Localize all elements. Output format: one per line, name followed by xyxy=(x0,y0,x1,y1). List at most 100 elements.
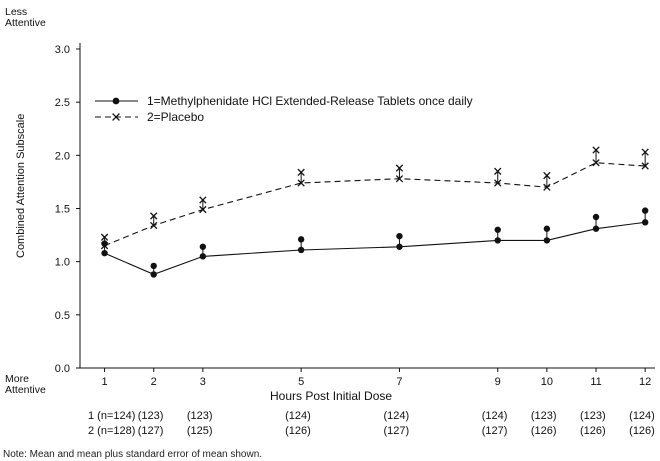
series-1-mean-point xyxy=(297,246,305,254)
series-2-se-point xyxy=(100,233,109,241)
series-2-se-point-stroke-b xyxy=(543,171,551,180)
series-2-se-point xyxy=(199,196,207,204)
series-2-mean-point-stroke-b xyxy=(297,179,305,187)
y-bottom-annotation-line-1: More xyxy=(5,373,29,385)
series-2-mean-point xyxy=(543,183,551,191)
series-2-mean-point xyxy=(494,179,502,187)
series-1-se-point xyxy=(641,207,649,214)
series-1-se-point xyxy=(297,236,305,243)
series-2-mean-point xyxy=(592,159,600,167)
y-tick-label: 1.5 xyxy=(55,204,70,216)
series-2-mean-point-stroke-b xyxy=(100,242,109,250)
x-tick-label: 11 xyxy=(590,376,601,388)
y-top-annotation: Less Attentive xyxy=(5,7,46,29)
series-1-se-point xyxy=(494,226,501,233)
n-table-cell: (123) xyxy=(580,410,606,422)
series-1-line xyxy=(104,221,646,275)
series-2-mean-point xyxy=(100,242,109,250)
series-1-mean-point xyxy=(150,271,157,278)
x-tick-label: 2 xyxy=(151,376,157,388)
x-tick-label: 5 xyxy=(298,376,304,388)
x-tick-label: 3 xyxy=(200,376,206,388)
series-2-se-point xyxy=(494,167,502,175)
x-tick-label: 10 xyxy=(541,376,553,388)
series-2-mean-point-stroke-b xyxy=(494,179,502,187)
series-2-mean-point-stroke-b xyxy=(592,159,600,167)
y-top-annotation-line-2: Attentive xyxy=(5,17,46,29)
n-table-cell: (127) xyxy=(137,425,164,437)
x-tick-label: 1 xyxy=(102,376,108,388)
x-axis-label: Hours Post Initial Dose xyxy=(270,389,393,403)
series-2-mean-point-stroke-b xyxy=(543,183,551,191)
series-1-mean-point xyxy=(101,249,108,257)
series-2-se-point-stroke-b xyxy=(592,146,600,154)
series-2-se-point xyxy=(543,171,551,180)
series-1-se-point xyxy=(396,232,403,240)
series-2-se-point xyxy=(395,164,404,172)
series-2-mean-point-stroke-b xyxy=(395,175,404,183)
n-table-cell: (127) xyxy=(481,425,508,437)
series-2-mean-point-stroke-b xyxy=(641,162,649,170)
series-2-se-point xyxy=(150,212,158,220)
series-2-se-point xyxy=(297,168,305,177)
series-2-se-point-stroke-b xyxy=(199,196,207,204)
series-1-mean-point xyxy=(543,237,551,244)
n-table-row-label: 2 (n=128) xyxy=(88,425,136,437)
y-bottom-annotation-line-2: Attentive xyxy=(5,384,46,396)
series-2-mean-point-stroke-b xyxy=(150,221,158,230)
legend-2-label: 2=Placebo xyxy=(147,110,204,124)
legend-1-marker xyxy=(112,97,120,105)
n-table-cell: (126) xyxy=(285,425,311,437)
n-table-cell: (124) xyxy=(629,410,655,422)
series-1-mean-point xyxy=(199,253,207,260)
chart-note: Note: Mean and mean plus standard error … xyxy=(3,449,263,460)
series-2-se-point-stroke-b xyxy=(395,164,404,172)
series-1-mean-point xyxy=(396,243,403,250)
n-table-cell: (123) xyxy=(137,410,164,422)
n-table-cell: (123) xyxy=(530,410,557,422)
n-table-cell: (127) xyxy=(383,425,410,437)
series-2-mean-point xyxy=(150,221,158,230)
series-1-se-point xyxy=(543,225,551,232)
series-1-se-point xyxy=(592,213,600,221)
y-tick-label: 0.5 xyxy=(55,310,70,322)
y-axis-label: Combined Attention Subscale xyxy=(15,113,27,258)
series-2-se-point xyxy=(641,148,649,156)
series-2-line xyxy=(104,162,646,247)
n-table-cell: (126) xyxy=(580,425,606,437)
series-2-se-point-stroke-b xyxy=(297,168,305,177)
y-top-annotation-line-1: Less xyxy=(5,6,28,18)
series-2-se-point-stroke-b xyxy=(494,167,502,175)
series-2-mean-point-stroke-b xyxy=(199,205,207,214)
legend-2-marker-stroke-b xyxy=(112,113,120,121)
n-table-row-label: 1 (n=124) xyxy=(88,410,136,422)
y-tick-label: 2.0 xyxy=(55,150,70,162)
series-2-se-point xyxy=(592,146,600,154)
y-tick-label: 0.0 xyxy=(55,363,70,375)
n-table-cell: (124) xyxy=(285,410,311,422)
x-tick-label: 9 xyxy=(495,376,501,388)
n-table-cell: (125) xyxy=(186,425,213,437)
n-table-cell: (126) xyxy=(530,425,557,437)
legend-2-marker xyxy=(112,113,120,121)
series-1-mean-point xyxy=(592,225,600,232)
series-2-mean-point xyxy=(297,179,305,187)
chart-marks xyxy=(100,146,649,278)
series-2-mean-point xyxy=(641,162,649,170)
chart-legend: 1=Methylphenidate HCl Extended-Release T… xyxy=(95,94,473,124)
x-tick-label: 7 xyxy=(396,376,402,388)
n-table-cell: (123) xyxy=(186,410,213,422)
series-2-se-point-stroke-b xyxy=(150,212,158,220)
series-1-se-point xyxy=(150,262,157,270)
series-2-mean-point xyxy=(395,175,404,183)
series-2-mean-point xyxy=(199,205,207,214)
x-tick-label: 12 xyxy=(639,376,651,388)
chart-axes: 0.00.51.01.52.02.53.01 2 3 5 7 9 10 11 12 xyxy=(55,43,655,388)
y-tick-label: 2.5 xyxy=(55,97,70,109)
y-tick-label: 1.0 xyxy=(55,257,70,269)
legend-1-label: 1=Methylphenidate HCl Extended-Release T… xyxy=(147,94,473,108)
series-2-se-point-stroke-b xyxy=(641,148,649,156)
n-table-cell: (126) xyxy=(629,425,655,437)
y-tick-label: 3.0 xyxy=(55,44,70,56)
